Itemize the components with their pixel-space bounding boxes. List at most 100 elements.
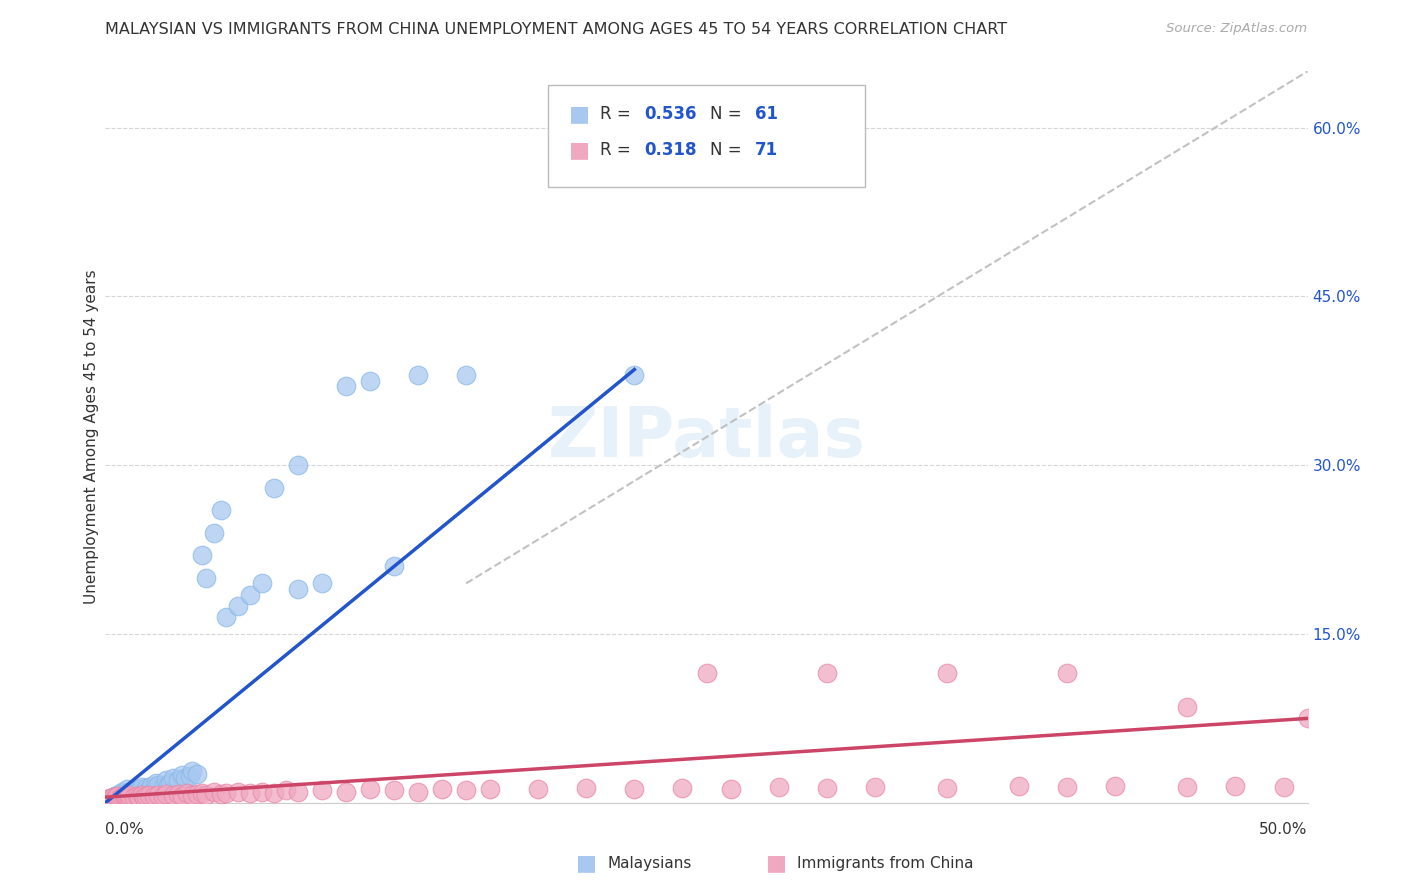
Point [148,778,170,792]
Point [287,582,309,596]
Text: 50.0%: 50.0% [1260,822,1308,837]
Point [97,792,120,806]
Point [454,368,477,383]
Point [131,787,153,801]
Point [1104,779,1126,793]
Point [287,784,309,798]
Point [936,781,959,796]
Point [190,786,212,800]
Point [142,789,165,803]
Point [138,788,160,802]
Point [406,368,429,383]
Point [287,458,309,473]
Point [1272,780,1295,794]
Point [108,791,131,805]
Point [311,576,333,591]
Point [115,790,138,805]
Text: N =: N = [710,141,747,159]
Point [250,576,273,591]
Point [335,379,357,393]
Text: 0.0%: 0.0% [105,822,145,837]
Point [166,773,188,788]
Point [97,792,120,806]
Point [111,789,134,803]
Point [114,789,136,803]
Point [98,791,121,805]
Point [118,788,141,802]
Point [107,789,129,803]
Point [107,791,129,805]
Point [195,571,218,585]
Text: MALAYSIAN VS IMMIGRANTS FROM CHINA UNEMPLOYMENT AMONG AGES 45 TO 54 YEARS CORREL: MALAYSIAN VS IMMIGRANTS FROM CHINA UNEMP… [105,22,1008,37]
Point [239,786,262,800]
Point [527,782,550,797]
Point [430,782,453,797]
Point [181,788,204,802]
Point [454,783,477,797]
Point [226,599,249,613]
Point [114,791,136,805]
Text: 61: 61 [755,105,778,123]
Point [114,786,136,800]
Point [166,787,188,801]
Point [202,784,225,798]
Point [118,791,141,805]
Point [1056,666,1078,681]
Text: Source: ZipAtlas.com: Source: ZipAtlas.com [1167,22,1308,36]
Point [111,790,134,805]
Point [176,786,198,800]
Point [172,789,194,803]
Point [111,784,134,798]
Point [152,789,174,803]
Point [104,792,127,806]
Point [159,775,181,789]
Point [575,143,598,157]
Point [202,525,225,540]
Point [155,787,177,801]
Point [479,782,502,797]
Point [155,773,177,788]
Point [98,791,121,805]
Point [101,790,124,805]
Point [139,779,162,793]
Point [382,559,405,574]
Text: N =: N = [710,105,747,123]
Point [359,782,381,797]
Text: R =: R = [600,141,637,159]
Text: ZIPatlas: ZIPatlas [547,403,866,471]
Text: R =: R = [600,105,637,123]
Point [135,789,157,803]
Point [101,792,124,806]
Point [108,787,131,801]
Point [107,788,129,802]
Point [575,781,598,796]
Point [138,783,160,797]
Point [406,784,429,798]
Point [118,789,141,803]
Point [156,778,179,792]
Point [696,666,718,681]
Point [104,791,127,805]
Point [121,787,143,801]
Point [1056,780,1078,794]
Point [131,780,153,794]
Text: Immigrants from China: Immigrants from China [797,856,974,871]
Text: ■: ■ [576,854,598,873]
Text: ■: ■ [569,140,591,160]
Point [274,783,297,797]
Point [142,782,165,797]
Point [114,790,136,805]
Point [720,782,742,797]
Point [125,786,148,800]
Text: 0.536: 0.536 [644,105,696,123]
Point [1225,779,1247,793]
Point [148,788,170,802]
Y-axis label: Unemployment Among Ages 45 to 54 years: Unemployment Among Ages 45 to 54 years [84,269,98,605]
Point [936,666,959,681]
Text: 0.318: 0.318 [644,141,696,159]
Point [382,783,405,797]
Point [263,786,285,800]
Point [124,790,146,805]
Point [1175,700,1198,714]
Point [214,610,236,624]
